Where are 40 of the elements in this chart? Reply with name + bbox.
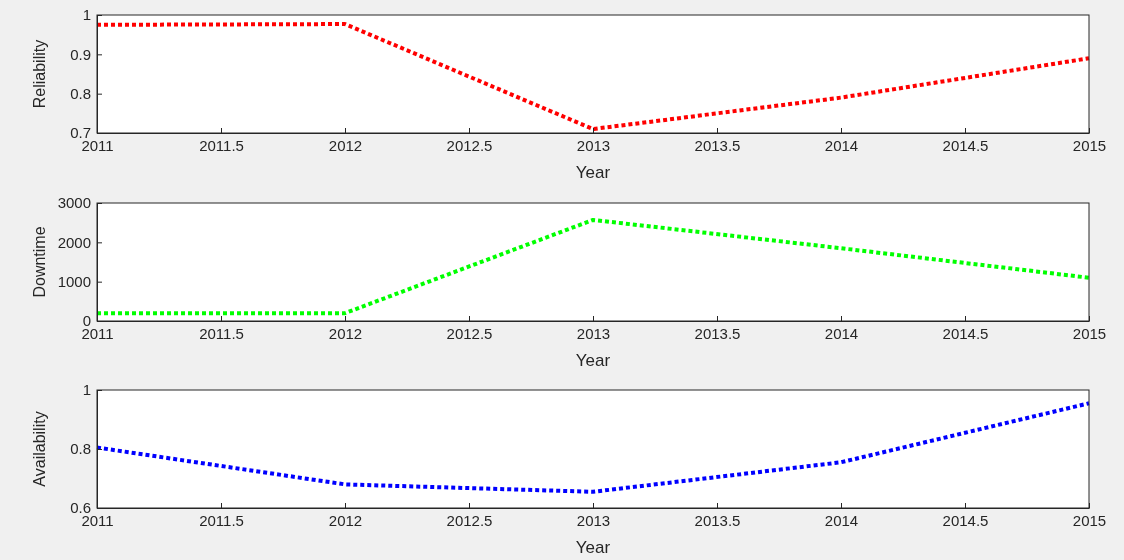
x-axis-title: Year [575,538,611,557]
y-tick-label: 1 [82,381,91,399]
x-tick-label: 2012 [328,137,363,155]
y-axis-title: Reliability [31,39,48,109]
y-tick-label: 1 [82,6,91,24]
y-axis-title: Downtime [31,226,48,298]
x-tick-label: 2012 [328,512,363,530]
x-tick-label: 2012.5 [446,325,493,343]
x-tick-label: 2013 [576,512,611,530]
x-tick-label: 2014 [824,137,859,155]
x-tick-label: 2014.5 [942,137,989,155]
x-tick-label: 2013.5 [694,325,741,343]
x-tick-label: 2012.5 [446,137,493,155]
x-tick-label: 2013.5 [694,137,741,155]
x-tick-label: 2014 [824,512,859,530]
y-tick-label: 1000 [57,272,91,290]
x-tick-label: 2015 [1072,325,1107,343]
x-tick-label: 2011.5 [199,325,244,343]
x-tick-label: 2011.5 [199,137,244,155]
x-tick-label: 2012 [328,325,363,343]
y-tick-label: 0.9 [70,45,91,63]
x-axis-title: Year [575,163,611,182]
line-series [95,217,1091,316]
y-axis-title: Availability [31,411,48,487]
x-axis-title: Year [575,351,611,370]
line-series [95,401,1091,494]
y-tick-label: 0.8 [70,440,91,458]
x-tick-label: 2015 [1072,512,1107,530]
y-tick-label: 2000 [57,233,91,251]
x-tick-label: 2014 [824,325,859,343]
x-tick-label: 2014.5 [942,512,989,530]
y-tick-label: 3000 [57,194,91,212]
x-tick-label: 2013 [576,325,611,343]
x-tick-label: 2013 [576,137,611,155]
x-tick-label: 2013.5 [694,512,741,530]
x-tick-label: 2015 [1072,137,1107,155]
x-tick-label: 2011.5 [199,512,244,530]
x-tick-label: 2012.5 [446,512,493,530]
y-tick-label: 0.8 [70,84,91,102]
x-tick-label: 2014.5 [942,325,989,343]
